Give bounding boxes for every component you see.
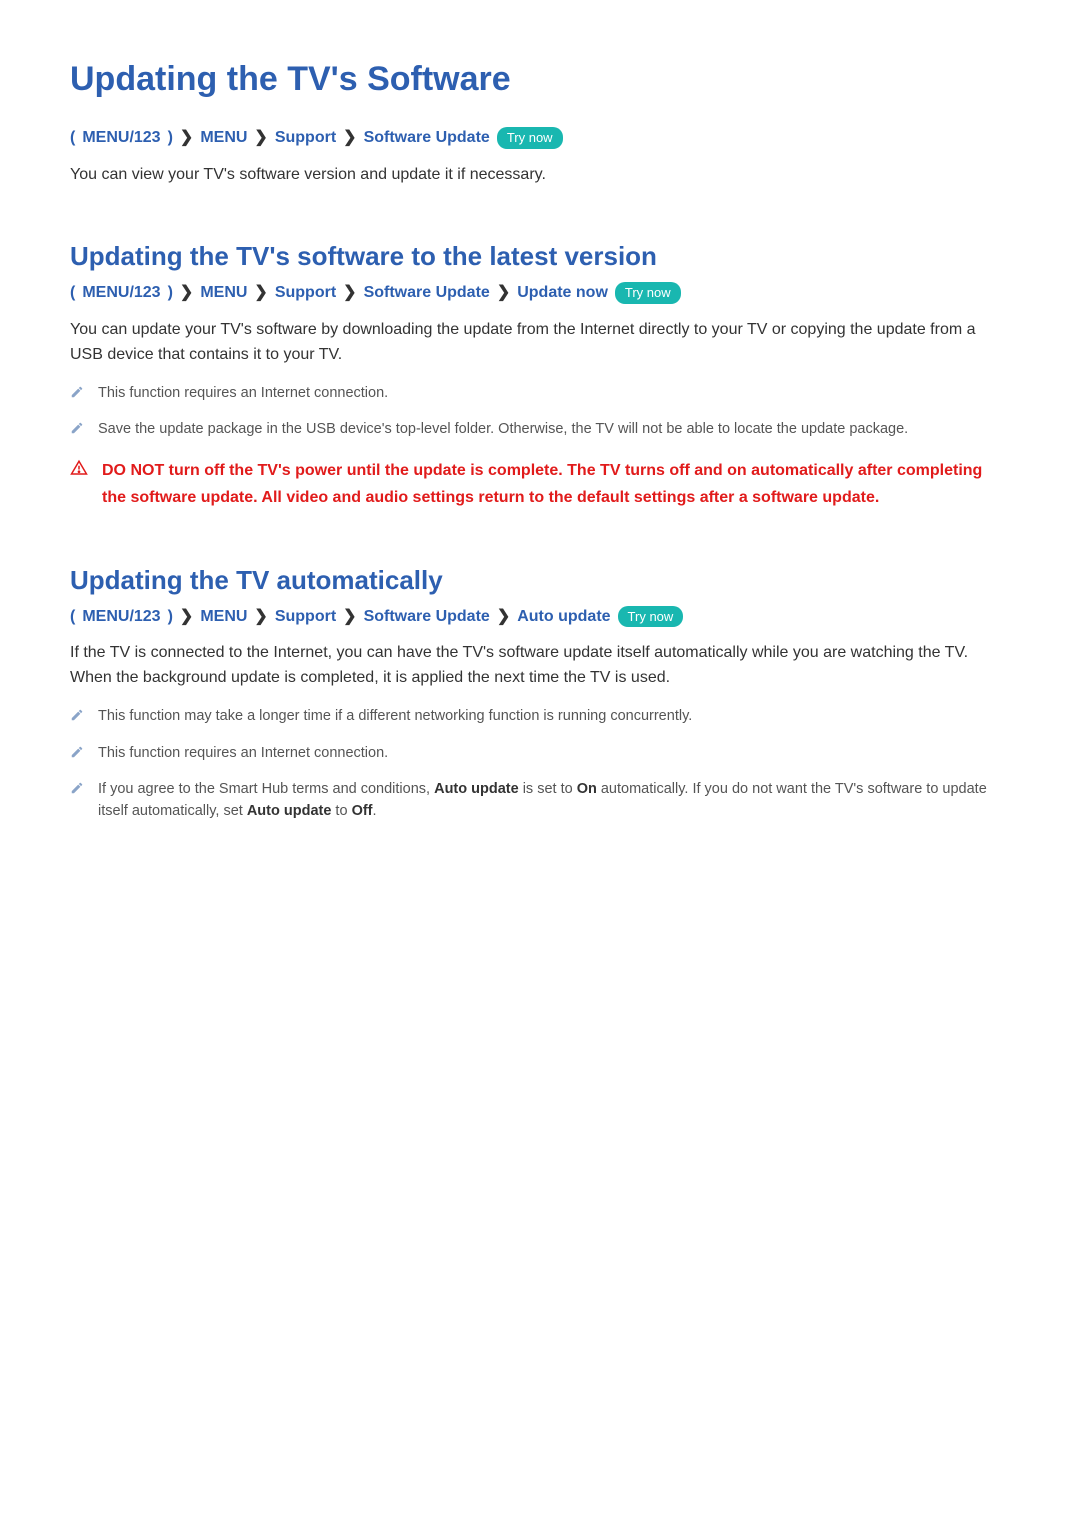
path-close-paren: ) — [168, 280, 173, 306]
note-item: Save the update package in the USB devic… — [70, 418, 1010, 440]
menu-path-update-now: ( MENU/123) ❯ MENU ❯ Support ❯ Software U… — [70, 280, 1010, 306]
section-heading-auto: Updating the TV automatically — [70, 565, 1010, 596]
note-item: This function requires an Internet conne… — [70, 742, 1010, 764]
chevron-right-icon: ❯ — [180, 280, 193, 306]
note-rich-mid3: to — [331, 803, 351, 819]
note-text-rich: If you agree to the Smart Hub terms and … — [98, 778, 1010, 823]
path-button-menu123: MENU/123 — [82, 604, 160, 630]
note-text: This function requires an Internet conne… — [98, 382, 388, 404]
warning-triangle-icon — [70, 459, 88, 477]
path-close-paren: ) — [168, 604, 173, 630]
path-seg-support: Support — [275, 280, 336, 306]
pencil-icon — [70, 743, 84, 761]
path-open-paren: ( — [70, 604, 75, 630]
warning-block: DO NOT turn off the TV's power until the… — [70, 457, 1010, 511]
menu-path-main: ( MENU/123) ❯ MENU ❯ Support ❯ Software U… — [70, 125, 1010, 151]
chevron-right-icon: ❯ — [254, 125, 267, 151]
try-now-badge[interactable]: Try now — [618, 606, 684, 628]
path-seg-software-update: Software Update — [364, 280, 490, 306]
note-rich-pre: If you agree to the Smart Hub terms and … — [98, 781, 434, 797]
section-update-now: Updating the TV's software to the latest… — [70, 241, 1010, 511]
pencil-icon — [70, 419, 84, 437]
section-body-update-now: You can update your TV's software by dow… — [70, 318, 1010, 368]
chevron-right-icon: ❯ — [180, 125, 193, 151]
note-item: This function may take a longer time if … — [70, 705, 1010, 727]
chevron-right-icon: ❯ — [343, 280, 356, 306]
note-item: This function requires an Internet conne… — [70, 382, 1010, 404]
note-text: This function may take a longer time if … — [98, 705, 692, 727]
path-seg-support: Support — [275, 125, 336, 151]
path-seg-update-now: Update now — [517, 280, 608, 306]
path-seg-menu: MENU — [200, 125, 247, 151]
note-item: If you agree to the Smart Hub terms and … — [70, 778, 1010, 823]
path-open-paren: ( — [70, 280, 75, 306]
chevron-right-icon: ❯ — [497, 604, 510, 630]
pencil-icon — [70, 706, 84, 724]
path-seg-menu: MENU — [200, 604, 247, 630]
path-seg-software-update: Software Update — [364, 125, 490, 151]
chevron-right-icon: ❯ — [254, 604, 267, 630]
chevron-right-icon: ❯ — [343, 604, 356, 630]
path-seg-software-update: Software Update — [364, 604, 490, 630]
note-rich-mid1: is set to — [519, 781, 577, 797]
intro-text: You can view your TV's software version … — [70, 163, 1010, 188]
page-title: Updating the TV's Software — [70, 60, 1010, 99]
section-auto-update: Updating the TV automatically ( MENU/123)… — [70, 565, 1010, 823]
note-rich-post: . — [373, 803, 377, 819]
path-open-paren: ( — [70, 125, 75, 151]
note-rich-bold-on: On — [577, 781, 597, 797]
path-button-menu123: MENU/123 — [82, 280, 160, 306]
chevron-right-icon: ❯ — [180, 604, 193, 630]
chevron-right-icon: ❯ — [497, 280, 510, 306]
warning-text: DO NOT turn off the TV's power until the… — [102, 457, 1010, 511]
note-list-auto: This function may take a longer time if … — [70, 705, 1010, 823]
menu-path-auto-update: ( MENU/123) ❯ MENU ❯ Support ❯ Software U… — [70, 604, 1010, 630]
note-text: This function requires an Internet conne… — [98, 742, 388, 764]
chevron-right-icon: ❯ — [254, 280, 267, 306]
note-rich-bold-off: Off — [352, 803, 373, 819]
path-button-menu123: MENU/123 — [82, 125, 160, 151]
path-seg-support: Support — [275, 604, 336, 630]
path-seg-menu: MENU — [200, 280, 247, 306]
note-rich-bold-auto-update-2: Auto update — [247, 803, 332, 819]
chevron-right-icon: ❯ — [343, 125, 356, 151]
path-seg-auto-update: Auto update — [517, 604, 610, 630]
try-now-badge[interactable]: Try now — [615, 282, 681, 304]
note-text: Save the update package in the USB devic… — [98, 418, 908, 440]
pencil-icon — [70, 779, 84, 797]
path-close-paren: ) — [168, 125, 173, 151]
section-body-auto: If the TV is connected to the Internet, … — [70, 641, 1010, 691]
pencil-icon — [70, 383, 84, 401]
note-list-update-now: This function requires an Internet conne… — [70, 382, 1010, 441]
section-heading-update-now: Updating the TV's software to the latest… — [70, 241, 1010, 272]
note-rich-bold-auto-update: Auto update — [434, 781, 519, 797]
try-now-badge[interactable]: Try now — [497, 127, 563, 149]
